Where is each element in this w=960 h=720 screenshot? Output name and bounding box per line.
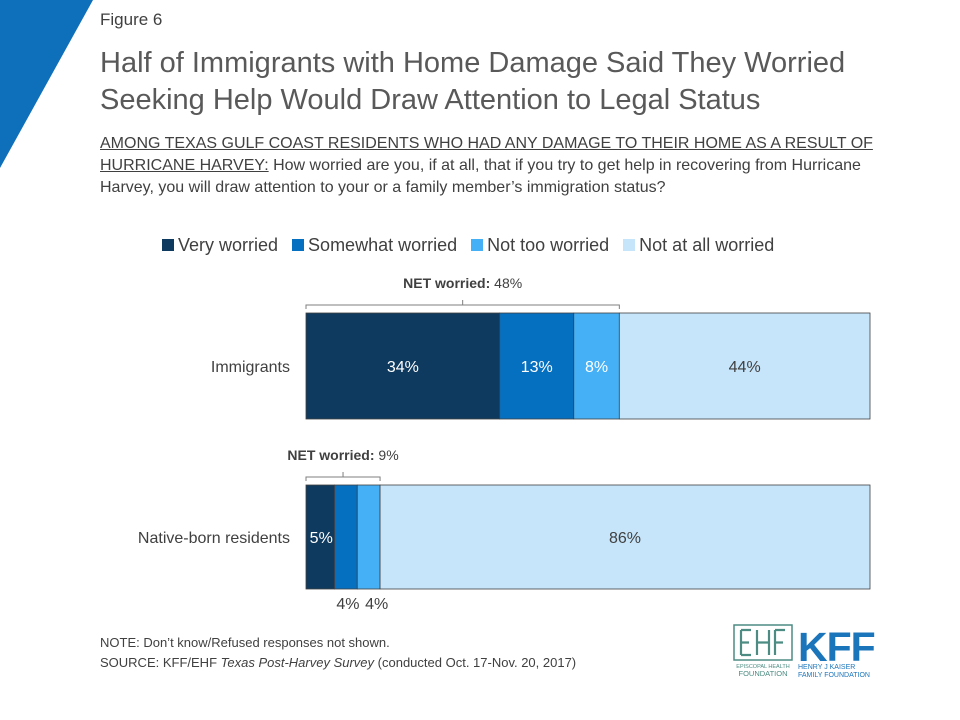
data-label-immigrants-not-at-all-worried: 44% [729, 359, 761, 376]
ehf-logo-text-1: EPISCOPAL HEALTH [736, 664, 789, 670]
chart-title: Half of Immigrants with Home Damage Said… [100, 45, 930, 119]
kff-logo-mark: KFF [798, 624, 875, 670]
question-population: AMONG TEXAS GULF COAST RESIDENTS WHO HAD… [100, 135, 873, 174]
question-text: How worried are you, if at all, that if … [100, 157, 861, 196]
legend-swatch-somewhat-worried [292, 239, 305, 251]
kff-logo: KFF HENRY J KAISER FAMILY FOUNDATION [798, 624, 876, 679]
net-annotation-immigrants: NET worried: 48% [403, 275, 522, 291]
bar-immigrants-not-too-worried [573, 312, 620, 420]
legend-item-not-too-worried: Not too worried [471, 235, 609, 256]
net-annotation-value: 48% [490, 275, 522, 291]
footer-note: NOTE: Don’t know/Refused responses not s… [100, 635, 390, 650]
bar-immigrants-not-at-all-worried [618, 312, 871, 420]
source-prefix: SOURCE: KFF/EHF [100, 655, 221, 670]
net-bracket-immigrants [305, 300, 620, 309]
data-label-immigrants-somewhat-worried: 13% [521, 359, 553, 376]
data-label-immigrants-not-too-worried: 8% [585, 359, 608, 376]
survey-question: AMONG TEXAS GULF COAST RESIDENTS WHO HAD… [100, 133, 890, 199]
bar-immigrants-very-worried [305, 312, 501, 420]
category-label-native-born: Native-born residents [138, 530, 290, 547]
legend-swatch-very-worried [162, 239, 174, 251]
kff-logo-text-2: FAMILY FOUNDATION [798, 672, 870, 679]
data-label-native-born-somewhat-worried: 4% [336, 596, 359, 613]
legend-label-very-worried: Very worried [178, 234, 279, 255]
chart-title-line-2: Seeking Help Would Draw Attention to Leg… [100, 84, 761, 116]
legend-item-somewhat-worried: Somewhat worried [292, 235, 457, 256]
source-survey-title: Texas Post-Harvey Survey [220, 655, 375, 670]
footer-source: SOURCE: KFF/EHF Texas Post-Harvey Survey… [100, 653, 576, 673]
logo-group: EPISCOPAL HEALTH FOUNDATION KFF HENRY J … [733, 624, 876, 679]
chart-legend: Very worried Somewhat worried Not too wo… [162, 234, 774, 256]
net-annotation-value: 9% [375, 447, 399, 463]
data-label-native-born-very-worried: 5% [310, 530, 333, 547]
net-annotation-label: NET worried: [403, 275, 490, 291]
legend-swatch-not-at-all-worried [623, 239, 636, 251]
bar-native-born-very-worried [305, 484, 335, 590]
data-label-native-born-not-too-worried: 4% [365, 596, 388, 613]
legend-item-very-worried: Very worried [162, 235, 278, 256]
bar-native-born-somewhat-worried [334, 484, 358, 590]
category-label-immigrants: Immigrants [211, 359, 290, 376]
bar-native-born-not-too-worried [356, 484, 381, 590]
ehf-logo-mark-icon [739, 628, 785, 657]
ehf-logo-text-2: FOUNDATION [738, 669, 787, 678]
data-label-native-born-not-at-all-worried: 86% [609, 530, 641, 547]
figure-label: Figure 6 [100, 10, 163, 29]
stacked-bar-chart: Immigrants 34% 13% 8% 44% NET worried: 48% Nat… [138, 275, 871, 613]
chart-title-line-1: Half of Immigrants with Home Damage Said… [100, 47, 846, 79]
legend-swatch-not-too-worried [471, 239, 484, 251]
corner-accent-shape [0, 0, 93, 168]
bar-immigrants-somewhat-worried [499, 312, 575, 420]
legend-label-not-too-worried: Not too worried [487, 234, 610, 255]
data-label-immigrants-very-worried: 34% [387, 359, 419, 376]
net-bracket-native-born [305, 472, 381, 481]
net-annotation-label: NET worried: [287, 447, 374, 463]
source-suffix: (conducted Oct. 17-Nov. 20, 2017) [374, 655, 577, 670]
kff-logo-text-1: HENRY J KAISER [798, 664, 855, 671]
legend-label-not-at-all-worried: Not at all worried [639, 234, 775, 255]
legend-label-somewhat-worried: Somewhat worried [308, 234, 458, 255]
chart-footer: NOTE: Don’t know/Refused responses not s… [100, 633, 576, 673]
ehf-logo: EPISCOPAL HEALTH FOUNDATION [733, 624, 793, 678]
net-annotation-native-born: NET worried: 9% [287, 447, 398, 463]
bar-native-born-not-at-all-worried [379, 484, 871, 590]
legend-item-not-at-all-worried: Not at all worried [623, 235, 774, 256]
